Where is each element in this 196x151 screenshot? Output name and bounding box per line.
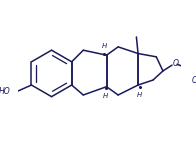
Text: O: O (191, 76, 196, 85)
Text: H: H (101, 43, 107, 48)
Text: HO: HO (0, 87, 11, 96)
Text: H: H (103, 93, 108, 99)
Text: H: H (137, 92, 142, 98)
Text: O: O (172, 59, 178, 68)
